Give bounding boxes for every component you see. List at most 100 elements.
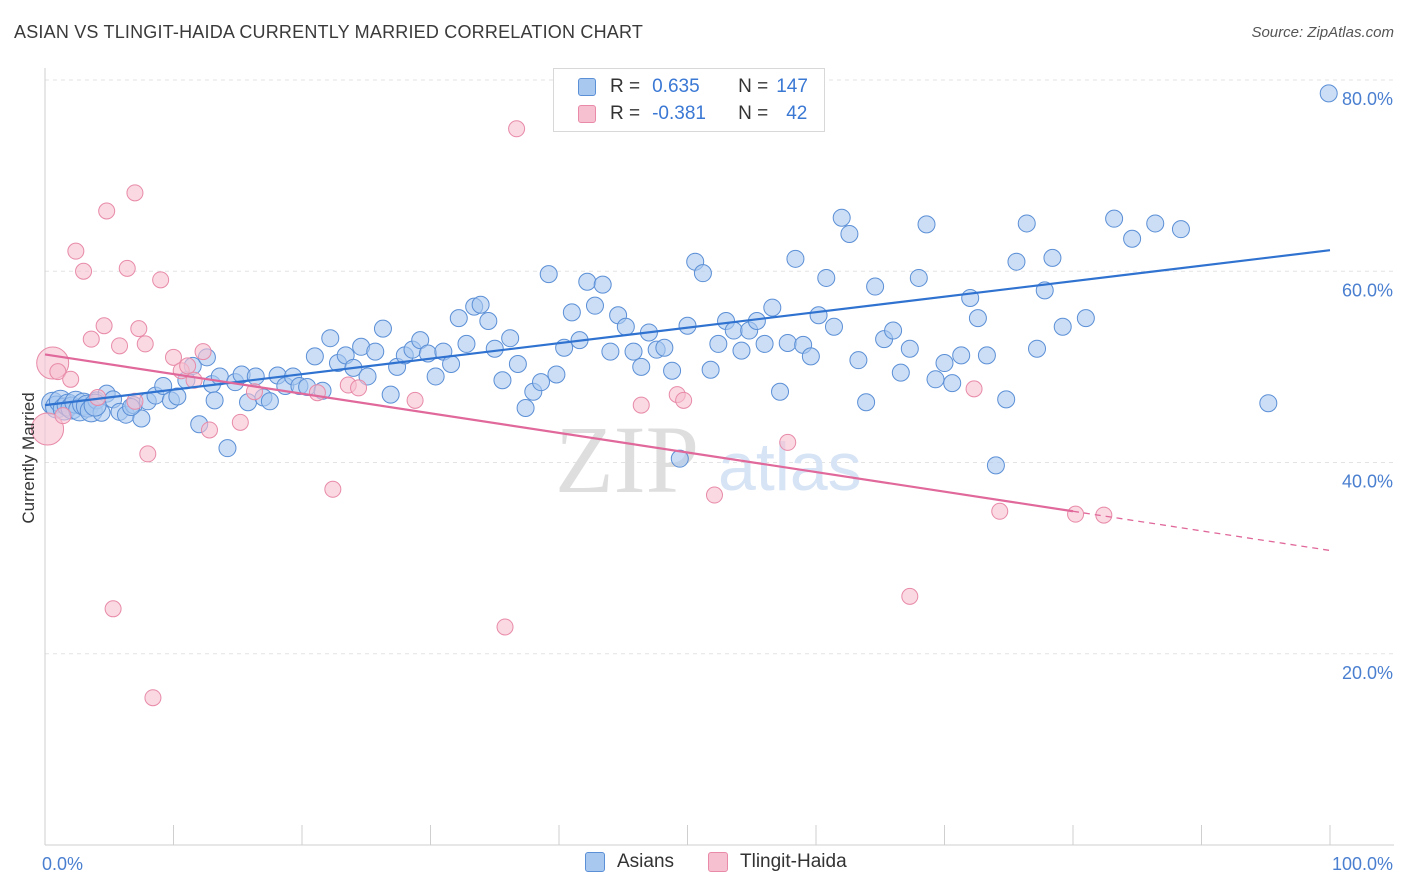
data-point-tlingit <box>139 445 157 463</box>
data-point-asian <box>849 351 868 370</box>
data-point-asian <box>763 298 782 317</box>
data-point-asian <box>246 367 265 386</box>
data-point-asian <box>501 329 520 348</box>
data-point-tlingit <box>152 271 170 289</box>
data-point-tlingit <box>675 391 693 409</box>
data-point-tlingit <box>31 412 65 446</box>
data-point-tlingit <box>111 337 129 355</box>
data-point-tlingit <box>194 343 212 361</box>
data-point-tlingit <box>901 587 919 605</box>
data-point-tlingit <box>308 384 326 402</box>
data-point-tlingit <box>1067 505 1085 523</box>
data-point-asian <box>986 456 1005 475</box>
data-point-tlingit <box>95 317 113 335</box>
data-point-asian <box>968 309 987 328</box>
data-point-asian <box>693 264 712 283</box>
data-point-asian <box>952 346 971 365</box>
data-point-asian <box>601 342 620 361</box>
data-point-asian <box>321 329 340 348</box>
legend-row-asians: R = 0.635 N = 147 <box>578 74 808 100</box>
data-point-asian <box>539 265 558 284</box>
data-point-asian <box>547 365 566 384</box>
legend-r-value-tlingit: -0.381 <box>652 103 706 124</box>
data-point-asian <box>701 360 720 379</box>
data-point-tlingit <box>991 502 1009 520</box>
data-point-tlingit <box>200 421 218 439</box>
data-point-tlingit <box>779 433 797 451</box>
data-point-asian <box>516 398 535 417</box>
data-point-tlingit <box>67 242 85 260</box>
data-point-asian <box>624 342 643 361</box>
y-axis-label: Currently Married <box>19 392 38 523</box>
data-point-asian <box>168 387 187 406</box>
data-point-asian <box>943 374 962 393</box>
y-tick-label: 40.0% <box>1342 472 1393 492</box>
data-point-asian <box>801 347 820 366</box>
data-point-asian <box>1053 317 1072 336</box>
data-point-asian <box>786 249 805 268</box>
data-point-tlingit <box>508 120 526 138</box>
legend-r-label: R = <box>610 76 641 97</box>
data-point-asian <box>1123 229 1142 248</box>
data-point-asian <box>655 338 674 357</box>
data-point-tlingit <box>231 413 249 431</box>
data-point-asian <box>305 347 324 366</box>
data-point-asian <box>935 354 954 373</box>
x-tick-label: 0.0% <box>42 854 83 874</box>
bottom-legend-label-tlingit: Tlingit-Haida <box>740 851 847 872</box>
data-point-tlingit <box>406 391 424 409</box>
data-point-asian <box>824 317 843 336</box>
data-point-asian <box>1043 248 1062 267</box>
data-point-asian <box>632 357 651 376</box>
legend-swatch-tlingit <box>578 105 596 123</box>
data-point-tlingit <box>82 330 100 348</box>
data-point-tlingit <box>705 486 723 504</box>
asian-points <box>41 84 1338 475</box>
data-point-asian <box>585 296 604 315</box>
gridlines <box>45 79 1394 655</box>
data-point-asian <box>381 385 400 404</box>
y-tick-label: 20.0% <box>1342 663 1393 683</box>
data-point-asian <box>755 334 774 353</box>
data-point-asian <box>663 361 682 380</box>
data-point-asian <box>471 295 490 314</box>
data-point-asian <box>426 367 445 386</box>
x-tick-labels: 0.0% 100.0% <box>42 854 1393 874</box>
bottom-legend-tlingit: Tlingit-Haida <box>708 851 847 873</box>
data-point-asian <box>1171 220 1190 239</box>
data-point-asian <box>926 370 945 389</box>
data-point-asian <box>724 321 743 340</box>
data-point-asian <box>891 363 910 382</box>
data-point-tlingit <box>104 600 122 618</box>
chart-title: ASIAN VS TLINGIT-HAIDA CURRENTLY MARRIED… <box>14 22 644 42</box>
data-point-asian <box>709 334 728 353</box>
y-tick-label: 60.0% <box>1342 280 1393 300</box>
data-point-tlingit <box>324 480 342 498</box>
data-point-tlingit <box>144 689 162 707</box>
data-point-tlingit <box>54 407 72 425</box>
data-point-asian <box>358 367 377 386</box>
trend-line-asians <box>44 249 1331 407</box>
trend-line-tlingit-extension <box>1072 510 1331 552</box>
data-point-asian <box>442 355 461 374</box>
data-point-tlingit <box>965 380 983 398</box>
data-point-asian <box>218 439 237 458</box>
data-point-asian <box>1146 214 1165 233</box>
bottom-legend-label-asians: Asians <box>617 851 675 872</box>
bottom-legend-swatch-tlingit <box>708 852 728 872</box>
data-point-asian <box>205 391 224 410</box>
legend-r-label: R = <box>610 103 641 124</box>
data-point-asian <box>373 319 392 338</box>
data-point-asian <box>616 317 635 336</box>
legend-swatch-asians <box>578 78 596 96</box>
data-point-asian <box>778 333 797 352</box>
data-point-asian <box>732 341 751 360</box>
source-label: Source: ZipAtlas.com <box>1251 24 1394 41</box>
data-point-asian <box>1319 84 1338 103</box>
data-point-tlingit <box>350 379 368 397</box>
data-point-asian <box>562 303 581 322</box>
data-point-asian <box>832 208 851 227</box>
data-point-asian <box>1028 339 1047 358</box>
data-point-asian <box>508 355 527 374</box>
